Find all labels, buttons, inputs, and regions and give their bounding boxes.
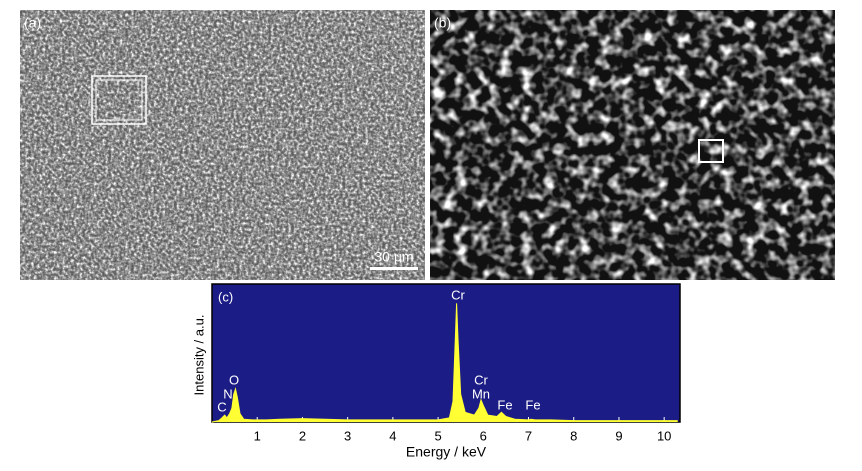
eds-spectrum: (c) Energy / keV Intensity / a.u. — [191, 283, 681, 460]
sem-texture — [20, 10, 425, 280]
panel-a: (a) 30 μm — [20, 10, 425, 280]
x-tick-label: 4 — [389, 428, 396, 443]
x-tick-label: 1 — [254, 428, 261, 443]
peak-label: N — [223, 386, 232, 401]
peak-label: Fe — [525, 397, 540, 412]
peak-label: O — [229, 372, 239, 387]
panel-label: (c) — [218, 289, 233, 304]
spectrum-line — [211, 303, 678, 423]
x-tick-label: 9 — [615, 428, 622, 443]
plot-area — [211, 283, 681, 423]
selection-box-inner — [95, 79, 143, 121]
scale-bar — [370, 267, 418, 270]
peak-label: Mn — [472, 386, 490, 401]
x-tick-label: 5 — [434, 428, 441, 443]
peak-label: C — [217, 399, 226, 414]
x-tick-label: 7 — [525, 428, 532, 443]
panel-label: (a) — [24, 15, 41, 31]
panel-b: (b) — [430, 10, 835, 280]
selection-box — [91, 75, 147, 125]
x-axis-label: Energy / keV — [406, 444, 487, 460]
x-tick-label: 6 — [480, 428, 487, 443]
panel-label: (b) — [434, 15, 451, 31]
x-tick-label: 3 — [344, 428, 351, 443]
x-tick-label: 10 — [657, 428, 671, 443]
peak-label: Fe — [497, 397, 512, 412]
x-tick-label: 2 — [299, 428, 306, 443]
peak-label: Cr — [474, 372, 488, 387]
sem-texture — [430, 10, 835, 280]
y-axis-label: Intensity / a.u. — [191, 315, 206, 396]
selection-box — [698, 139, 724, 163]
x-tick-label: 8 — [570, 428, 577, 443]
scale-bar-label: 30 μm — [374, 249, 413, 265]
peak-label: Cr — [451, 287, 465, 302]
